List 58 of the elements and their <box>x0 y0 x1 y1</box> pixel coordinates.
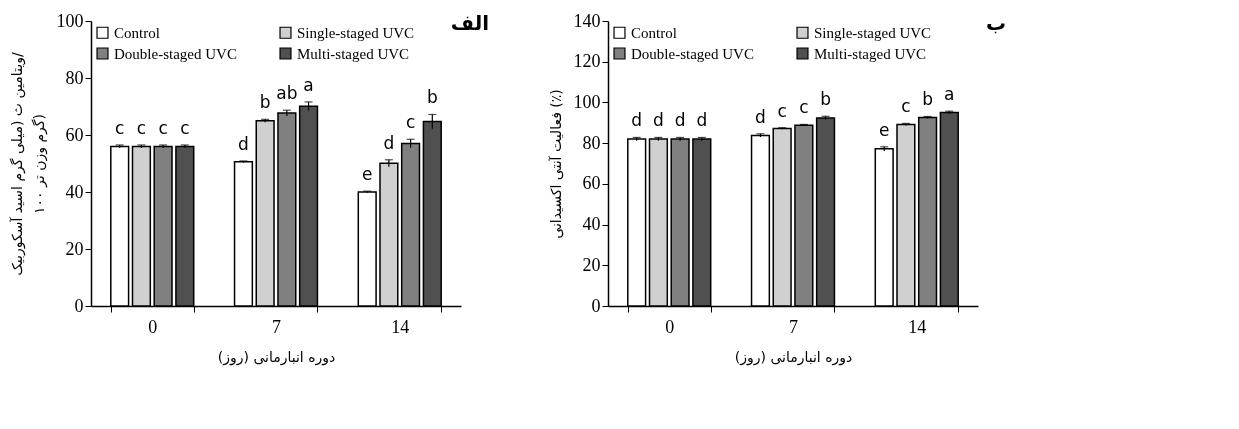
legend-label: Single-staged UVC <box>814 24 932 41</box>
y-tick-label: 120 <box>573 51 601 72</box>
data-label: b <box>426 87 438 108</box>
chart-title: ب <box>985 11 1006 35</box>
legend-label: Control <box>631 24 677 41</box>
y-tick-label: 40 <box>65 181 84 202</box>
data-label: d <box>696 110 708 131</box>
data-label: c <box>901 96 911 117</box>
data-label: d <box>238 133 249 154</box>
y-tick-label: 100 <box>56 10 84 31</box>
data-label: d <box>631 110 643 131</box>
x-tick-label: 14 <box>908 316 927 337</box>
legend-label: Double-staged UVC <box>631 45 754 62</box>
data-label: c <box>405 112 416 133</box>
y-tick-label: 20 <box>582 254 601 275</box>
data-label: c <box>115 117 125 138</box>
x-axis-title: دوره انبارمانی (روز) <box>734 348 853 366</box>
data-label: d <box>383 132 395 153</box>
legend-label: Control <box>114 24 160 41</box>
data-label: c <box>180 117 190 138</box>
y-tick-label: 140 <box>573 10 601 31</box>
y-tick-label: 80 <box>582 132 601 153</box>
data-label: e <box>361 164 373 185</box>
y-tick-label: 0 <box>591 295 601 316</box>
y-tick-label: 80 <box>65 67 84 88</box>
y-tick-label: 20 <box>65 238 84 259</box>
data-label: ab <box>276 83 298 104</box>
data-label: d <box>653 110 664 131</box>
y-tick-label: 0 <box>74 295 84 316</box>
legend-label: Multi-staged UVC <box>814 45 927 62</box>
data-label: c <box>799 97 809 118</box>
data-label: c <box>777 100 787 121</box>
y-tick-label: 60 <box>582 173 601 194</box>
legend-label: Multi-staged UVC <box>297 45 410 62</box>
data-label: b <box>259 92 271 113</box>
data-label: c <box>136 117 147 138</box>
data-label: b <box>922 89 933 110</box>
x-tick-label: 7 <box>789 316 798 337</box>
chart-title: الف <box>450 11 489 35</box>
data-label: c <box>158 117 168 138</box>
x-tick-label: 7 <box>272 316 281 337</box>
data-label: b <box>820 89 831 110</box>
data-label: a <box>303 74 314 95</box>
y-tick-label: 100 <box>573 91 601 112</box>
y-axis-title: فعالیت آنتی اکسیدانی (٪) <box>547 89 564 239</box>
legend-label: Single-staged UVC <box>297 24 415 41</box>
y-axis-title: ویتامین ث (میلی گرم اسید آسکوربیک/ ۱۰۰ گرم وزن تر) <box>8 52 48 276</box>
legend-label: Double-staged UVC <box>114 45 237 62</box>
y-tick-label: 40 <box>582 214 601 235</box>
x-axis-title: دوره انبارمانی (روز) <box>217 348 336 366</box>
x-tick-label: 14 <box>391 316 410 337</box>
y-tick-label: 60 <box>65 124 84 145</box>
x-tick-label: 0 <box>148 316 158 337</box>
data-label: d <box>755 106 766 127</box>
data-label: a <box>944 84 955 105</box>
x-tick-label: 0 <box>665 316 675 337</box>
data-label: e <box>878 119 890 140</box>
data-label: d <box>674 110 686 131</box>
